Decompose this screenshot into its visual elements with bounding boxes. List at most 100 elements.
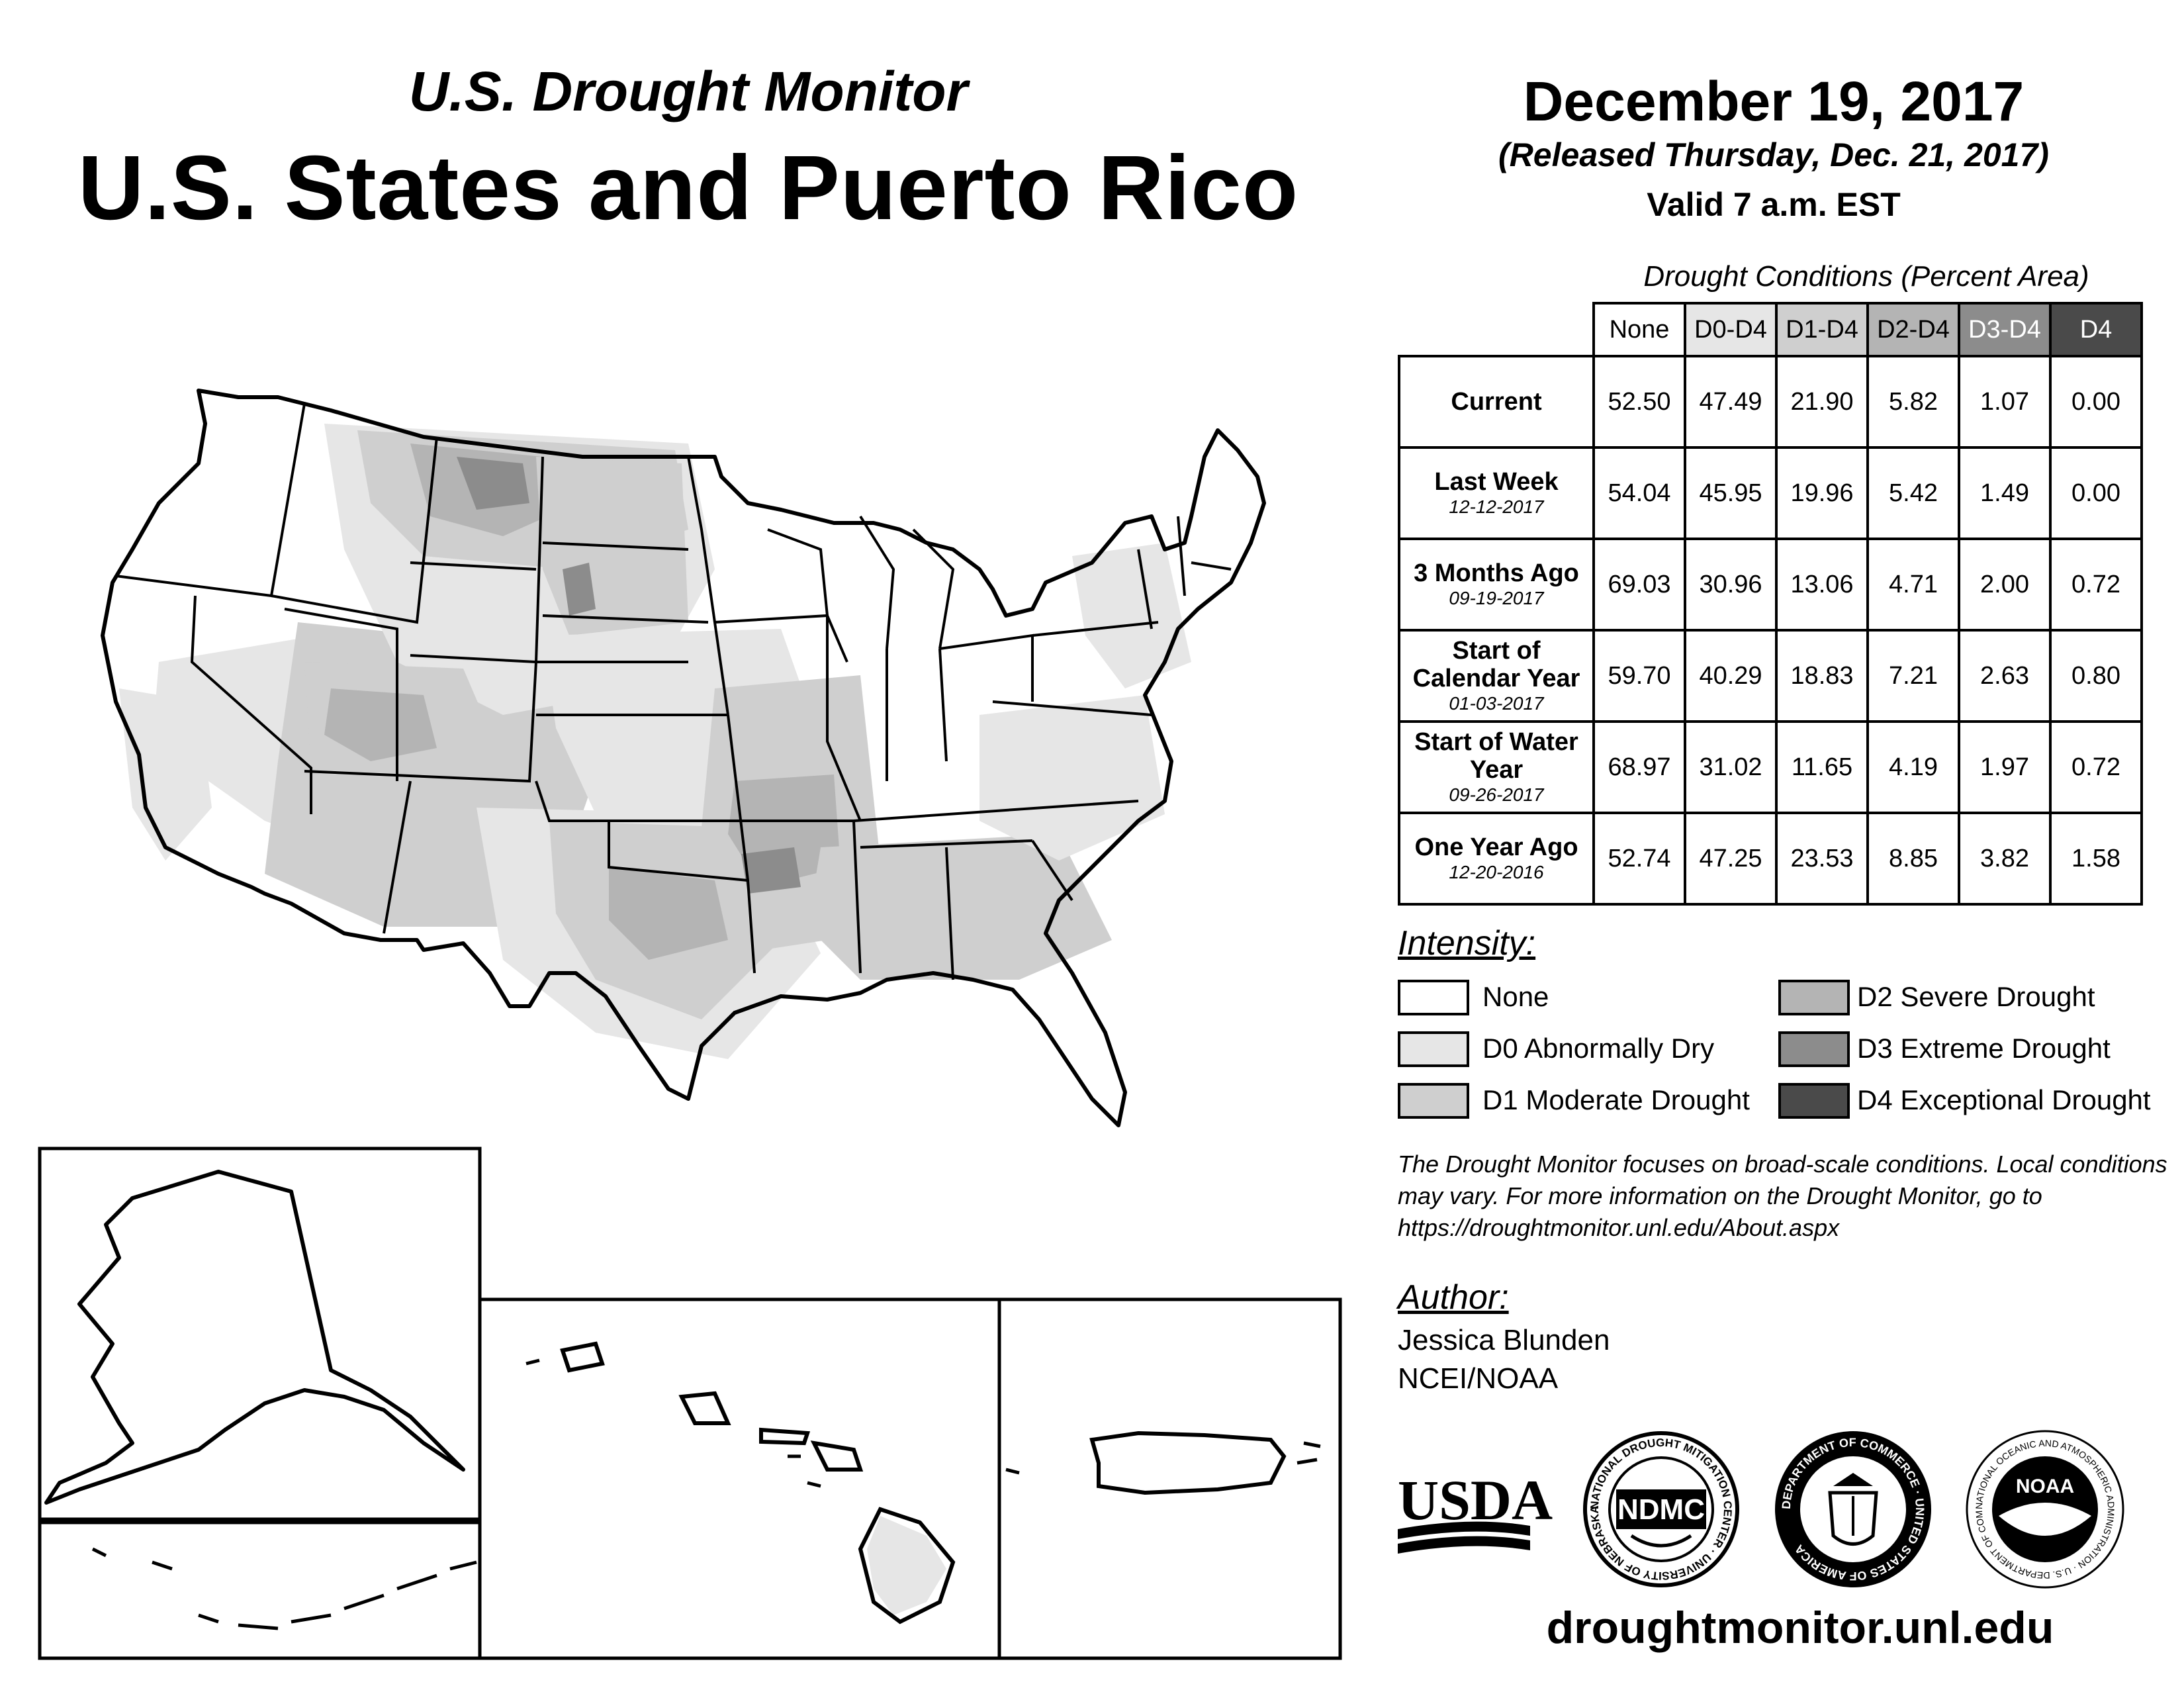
puerto-rico-islands <box>1005 1441 1321 1475</box>
table-cell: 69.03 <box>1592 538 1686 632</box>
legend-label-d2: D2 Severe Drought <box>1857 981 2095 1012</box>
table-row: Start of Water Year 09-26-2017 68.97 31.0… <box>1398 720 2143 814</box>
table-cell: 2.00 <box>1958 538 2052 632</box>
table-row: Start of Calendar Year 01-03-2017 59.70 4… <box>1398 629 2143 723</box>
table-cell: 8.85 <box>1866 812 1960 906</box>
legend-swatch-d1 <box>1398 1083 1469 1119</box>
legend-swatch-d4 <box>1778 1083 1850 1119</box>
table-cell: 40.29 <box>1684 629 1778 723</box>
legend-swatch-d0 <box>1398 1031 1469 1067</box>
legend-swatch-d3 <box>1778 1031 1850 1067</box>
table-cell: 7.21 <box>1866 629 1960 723</box>
table-cell: 2.63 <box>1958 629 2052 723</box>
author-title: Author: <box>1398 1278 1509 1317</box>
column-header: D3-D4 <box>1958 302 2052 357</box>
table-cell: 68.97 <box>1592 720 1686 814</box>
table-cell: 4.71 <box>1866 538 1960 632</box>
row-label: Start of Calendar Year 01-03-2017 <box>1398 629 1595 723</box>
usda-logo-text: USDA <box>1398 1468 1553 1532</box>
table-cell: 52.74 <box>1592 812 1686 906</box>
column-header: D2-D4 <box>1866 302 1960 357</box>
table-cell: 3.82 <box>1958 812 2052 906</box>
legend-label-d4: D4 Exceptional Drought <box>1857 1084 2151 1115</box>
legend-title: Intensity: <box>1398 924 1536 962</box>
table-cell: 1.07 <box>1958 355 2052 449</box>
hawaii-kauai <box>560 1341 605 1373</box>
table-cell: 0.80 <box>2049 629 2143 723</box>
drought-d2-texas <box>609 867 728 960</box>
table-header-row: None D0-D4 D1-D4 D2-D4 D3-D4 D4 <box>1399 302 2143 357</box>
row-date: 12-12-2017 <box>1449 496 1544 517</box>
puerto-rico-outline <box>1089 1430 1287 1495</box>
table-cell: 0.00 <box>2049 355 2143 449</box>
column-header: D4 <box>2049 302 2143 357</box>
drought-d0-mid-atlantic <box>979 695 1165 861</box>
map-title: U.S. States and Puerto Rico <box>77 137 1299 239</box>
table-cell: 21.90 <box>1775 355 1869 449</box>
alaska-outline <box>44 1170 465 1505</box>
table-cell: 23.53 <box>1775 812 1869 906</box>
table-row: Current 52.50 47.49 21.90 5.82 1.07 0.00 <box>1398 355 2143 449</box>
table-cell: 47.49 <box>1684 355 1778 449</box>
table-cell: 47.25 <box>1684 812 1778 906</box>
legend-swatch-none <box>1398 980 1469 1015</box>
drought-d1-southeast <box>807 834 1112 980</box>
ndmc-logo-text: NDMC <box>1617 1493 1705 1526</box>
table-cell: 1.97 <box>1958 720 2052 814</box>
aleutian-islands <box>91 1547 477 1630</box>
noaa-logo: NATIONAL OCEANIC AND ATMOSPHERIC ADMINIS… <box>1955 1415 2124 1589</box>
table-cell: 4.19 <box>1866 720 1960 814</box>
row-label: Last Week 12-12-2017 <box>1398 446 1595 540</box>
drought-d3-arkansas <box>741 847 801 894</box>
release-date: (Released Thursday, Dec. 21, 2017) <box>1498 136 2049 173</box>
table-cell: 54.04 <box>1592 446 1686 540</box>
drought-d0-northeast <box>1072 543 1191 688</box>
table-cell: 13.06 <box>1775 538 1869 632</box>
table-cell: 1.49 <box>1958 446 2052 540</box>
hawaii-big-island-drought <box>867 1516 946 1615</box>
drought-statistics-table: None D0-D4 D1-D4 D2-D4 D3-D4 D4 Current … <box>1398 302 2143 906</box>
legend-label-d3: D3 Extreme Drought <box>1857 1033 2111 1064</box>
table-cell: 0.72 <box>2049 720 2143 814</box>
table-cell: 45.95 <box>1684 446 1778 540</box>
legend-swatch-d2 <box>1778 980 1850 1015</box>
hawaii-maui <box>810 1440 864 1472</box>
legend-label-d0: D0 Abnormally Dry <box>1482 1033 1715 1064</box>
table-cell: 0.72 <box>2049 538 2143 632</box>
row-date: 09-19-2017 <box>1449 588 1544 608</box>
state-borders <box>115 403 1232 980</box>
column-header: None <box>1592 302 1686 357</box>
row-label: Current <box>1398 355 1595 449</box>
table-caption: Drought Conditions (Percent Area) <box>1643 260 2089 293</box>
table-cell: 5.42 <box>1866 446 1960 540</box>
noaa-logo-text: NOAA <box>2016 1476 2074 1497</box>
row-label: Start of Water Year 09-26-2017 <box>1398 720 1595 814</box>
row-date: 09-26-2017 <box>1449 784 1544 805</box>
table-cell: 5.82 <box>1866 355 1960 449</box>
drought-d2-utah <box>324 688 437 761</box>
table-cell: 11.65 <box>1775 720 1869 814</box>
valid-date: December 19, 2017 <box>1523 70 2025 132</box>
drought-d3-sd <box>563 563 596 616</box>
drought-d3-montana <box>457 457 529 510</box>
author-name: Jessica Blunden <box>1398 1324 1610 1356</box>
table-row: One Year Ago 12-20-2016 52.74 47.25 23.53… <box>1398 812 2143 906</box>
row-label: One Year Ago 12-20-2016 <box>1398 812 1595 906</box>
website-link[interactable]: droughtmonitor.unl.edu <box>1546 1603 2054 1653</box>
table-cell: 19.96 <box>1775 446 1869 540</box>
table-cell: 0.00 <box>2049 446 2143 540</box>
hawaii-oahu <box>678 1391 731 1425</box>
row-date: 01-03-2017 <box>1449 693 1544 714</box>
row-label: 3 Months Ago 09-19-2017 <box>1398 538 1595 632</box>
author-organization: NCEI/NOAA <box>1398 1362 1559 1395</box>
table-row: Last Week 12-12-2017 54.04 45.95 19.96 5.… <box>1398 446 2143 540</box>
table-cell: 18.83 <box>1775 629 1869 723</box>
usda-logo: USDA <box>1398 1468 1553 1554</box>
table-row: 3 Months Ago 09-19-2017 69.03 30.96 13.06… <box>1398 538 2143 632</box>
valid-time: Valid 7 a.m. EST <box>1647 186 1901 223</box>
map-subtitle: U.S. Drought Monitor <box>408 60 968 122</box>
row-date: 12-20-2016 <box>1449 862 1544 882</box>
